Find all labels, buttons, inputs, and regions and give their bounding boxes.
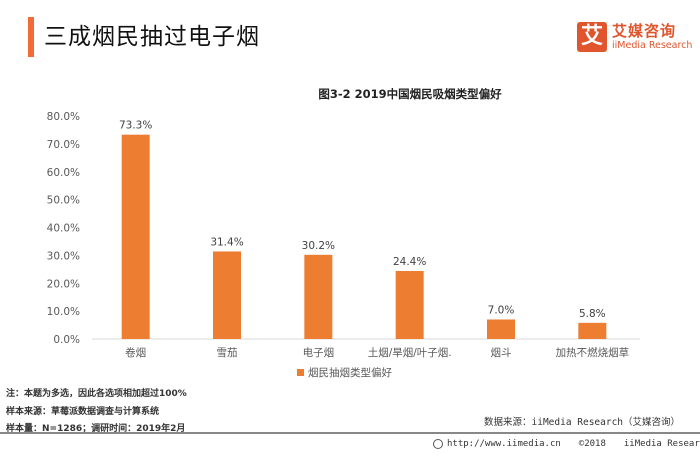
logo-english-name: iiMedia Research: [612, 39, 693, 51]
footer-company: iiMedia Research Inc: [623, 439, 700, 449]
footer-divider: [0, 432, 700, 434]
x-tick-label: 雪茄: [217, 346, 238, 359]
y-tick-label: 10.0%: [47, 306, 80, 318]
bar: [395, 270, 424, 339]
y-tick-label: 80.0%: [47, 111, 80, 123]
y-tick-label: 40.0%: [47, 223, 80, 235]
bar: [578, 322, 607, 339]
data-label: 7.0%: [488, 304, 515, 316]
bar: [304, 254, 333, 339]
bar: [487, 319, 515, 339]
x-tick-label: 烟斗: [491, 346, 512, 359]
y-tick-label: 50.0%: [47, 195, 80, 207]
y-tick-label: 60.0%: [47, 167, 80, 179]
x-tick-label: 加热不燃烧烟草: [556, 346, 630, 359]
title-accent-bar: [28, 17, 34, 57]
x-tick-label: 卷烟: [125, 346, 146, 359]
x-tick-label: 电子烟: [303, 346, 335, 359]
data-source: 数据来源：iiMedia Research（艾媒咨询）: [484, 417, 681, 428]
bar: [213, 251, 241, 339]
note-sample-source: 样本来源：草莓派数据调查与计算系统: [6, 407, 160, 417]
footer-url[interactable]: http://www.iimedia.cn: [447, 439, 561, 449]
legend-label: 烟民抽烟类型偏好: [308, 366, 392, 379]
note-multiselect: 注：本题为多选，因此各选项相加超过100%: [6, 389, 187, 399]
footer-copyright: ©2018: [578, 439, 606, 449]
imedia-logo: 艾 艾媒咨询 iiMedia Research: [577, 20, 692, 54]
chart-title: 图3-2 2019中国烟民吸烟类型偏好: [318, 87, 502, 101]
y-tick-label: 30.0%: [47, 250, 80, 262]
x-tick-label: 土烟/旱烟/叶子烟.: [368, 346, 452, 359]
y-axis: 0.0% 10.0% 20.0% 30.0% 40.0% 50.0% 60.0% 70.0% 8…: [47, 111, 80, 346]
x-axis-labels: 卷烟 雪茄 电子烟 土烟/旱烟/叶子烟. 烟斗 加热不燃烧烟草: [125, 346, 629, 359]
logo-mark-icon: 艾: [577, 22, 607, 52]
bar: [121, 134, 150, 339]
data-label: 24.4%: [393, 256, 426, 268]
y-tick-label: 0.0%: [53, 334, 80, 346]
legend: 烟民抽烟类型偏好: [297, 366, 392, 379]
globe-icon: [433, 439, 443, 449]
footer: http://www.iimedia.cn ©2018 iiMedia Rese…: [433, 439, 700, 449]
data-label: 73.3%: [119, 120, 152, 132]
note-sample-size: 样本量：N=1286；调研时间：2019年2月: [6, 424, 186, 434]
bars: 73.3% 31.4% 30.2% 24.4% 7.0% 5.8%: [119, 120, 607, 339]
y-tick-label: 70.0%: [47, 139, 80, 151]
data-label: 5.8%: [579, 308, 606, 320]
page-title: 三成烟民抽过电子烟: [44, 24, 260, 50]
logo-chinese-name: 艾媒咨询: [612, 21, 677, 40]
y-tick-label: 20.0%: [47, 278, 80, 290]
data-label: 31.4%: [210, 236, 243, 248]
bar-chart: 0.0% 10.0% 20.0% 30.0% 40.0% 50.0% 60.0% 70.0% 8…: [47, 111, 640, 379]
legend-swatch: [297, 369, 304, 376]
data-label: 30.2%: [302, 240, 335, 252]
